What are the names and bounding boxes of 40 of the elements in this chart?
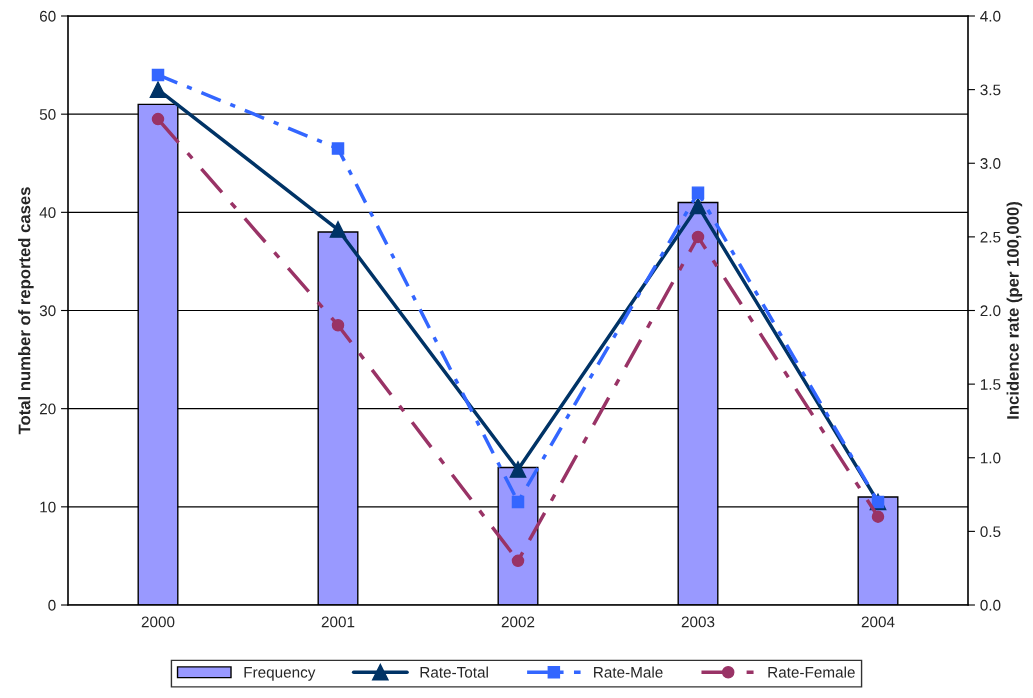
y2-tick-label: 2.0: [980, 305, 1001, 317]
point: [511, 554, 525, 568]
point: [331, 318, 345, 332]
y2-tick-label: 0.0: [980, 599, 1001, 611]
y2-tick-label: 2.5: [980, 231, 1001, 243]
point: [509, 461, 527, 478]
y2-tick-label: 3.5: [980, 84, 1001, 96]
point: [149, 81, 167, 98]
point: [329, 221, 347, 238]
y2-tick-label: 4.0: [980, 10, 1001, 22]
point: [691, 186, 705, 199]
y2-tick-label: 1.0: [980, 452, 1001, 464]
y2-tick-label: 1.5: [980, 379, 1001, 390]
x-tick-label: 2003: [681, 616, 715, 628]
point: [871, 510, 885, 523]
y-tick-label: 40: [39, 207, 56, 219]
point: [331, 142, 345, 155]
legend-label: Rate-Female: [768, 666, 855, 678]
x-tick-label: 2002: [501, 616, 535, 628]
point: [689, 197, 707, 215]
y-tick-label: 20: [39, 403, 56, 415]
y-tick-label: 30: [39, 305, 56, 317]
y-tick-label: 60: [39, 10, 56, 22]
y-axis-title: Total number of reported cases: [18, 187, 34, 435]
point: [691, 230, 705, 244]
y-tick-label: 0: [48, 599, 56, 611]
x-tick-label: 2004: [861, 616, 895, 628]
y-tick-label: 50: [39, 109, 56, 120]
x-tick-label: 2001: [321, 616, 355, 628]
legend-label: Rate-Male: [594, 666, 663, 678]
point: [151, 112, 165, 126]
legend-label: Rate-Total: [420, 666, 488, 678]
x-tick-label: 2000: [141, 616, 175, 628]
point: [151, 68, 165, 82]
y-tick-label: 10: [40, 501, 56, 513]
y2-tick-label: 0.5: [980, 526, 1001, 538]
y2-axis-title: Incidence rate (per 100,000): [1006, 202, 1023, 419]
y2-tick-label: 3.0: [980, 158, 1001, 169]
point: [511, 495, 525, 509]
legend-label: Frequency: [244, 667, 316, 681]
